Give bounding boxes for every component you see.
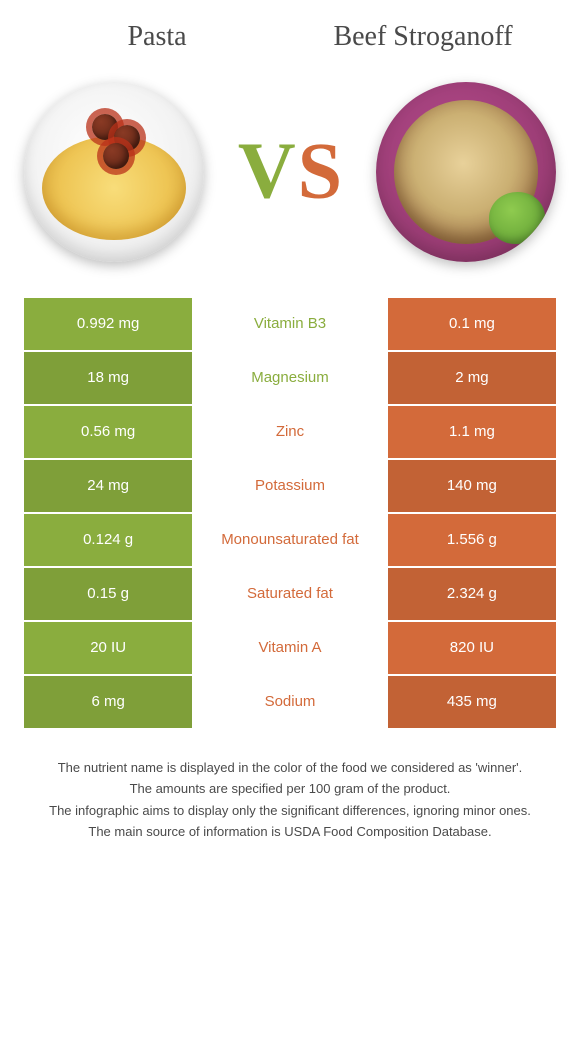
footnote-line: The nutrient name is displayed in the co… bbox=[28, 758, 552, 778]
right-value: 1.556 g bbox=[386, 514, 556, 568]
vs-label: VS bbox=[238, 126, 342, 217]
nutrient-label: Vitamin A bbox=[194, 622, 386, 676]
table-row: 0.56 mgZinc1.1 mg bbox=[24, 406, 556, 460]
nutrient-label: Vitamin B3 bbox=[194, 298, 386, 352]
header: Pasta Beef Stroganoff bbox=[24, 20, 556, 54]
footnote-line: The main source of information is USDA F… bbox=[28, 822, 552, 842]
footnote-line: The infographic aims to display only the… bbox=[28, 801, 552, 821]
left-value: 6 mg bbox=[24, 676, 194, 730]
right-value: 0.1 mg bbox=[386, 298, 556, 352]
table-row: 0.15 gSaturated fat2.324 g bbox=[24, 568, 556, 622]
images-row: VS bbox=[24, 82, 556, 262]
left-value: 0.124 g bbox=[24, 514, 194, 568]
nutrient-label: Zinc bbox=[194, 406, 386, 460]
left-value: 0.56 mg bbox=[24, 406, 194, 460]
nutrient-table: 0.992 mgVitamin B30.1 mg18 mgMagnesium2 … bbox=[24, 298, 556, 730]
left-value: 18 mg bbox=[24, 352, 194, 406]
vs-s: S bbox=[298, 126, 343, 217]
right-value: 435 mg bbox=[386, 676, 556, 730]
table-row: 18 mgMagnesium2 mg bbox=[24, 352, 556, 406]
right-food-title: Beef Stroganoff bbox=[290, 20, 556, 54]
left-value: 0.15 g bbox=[24, 568, 194, 622]
right-value: 820 IU bbox=[386, 622, 556, 676]
table-row: 24 mgPotassium140 mg bbox=[24, 460, 556, 514]
left-value: 0.992 mg bbox=[24, 298, 194, 352]
right-value: 2 mg bbox=[386, 352, 556, 406]
nutrient-label: Sodium bbox=[194, 676, 386, 730]
footnote-line: The amounts are specified per 100 gram o… bbox=[28, 779, 552, 799]
nutrient-label: Potassium bbox=[194, 460, 386, 514]
right-value: 1.1 mg bbox=[386, 406, 556, 460]
left-value: 24 mg bbox=[24, 460, 194, 514]
nutrient-label: Saturated fat bbox=[194, 568, 386, 622]
table-row: 6 mgSodium435 mg bbox=[24, 676, 556, 730]
table-row: 20 IUVitamin A820 IU bbox=[24, 622, 556, 676]
footnotes: The nutrient name is displayed in the co… bbox=[24, 758, 556, 842]
left-food-title: Pasta bbox=[24, 20, 290, 54]
nutrient-label: Magnesium bbox=[194, 352, 386, 406]
infographic-container: Pasta Beef Stroganoff VS 0.992 mgVitamin… bbox=[0, 0, 580, 864]
table-row: 0.992 mgVitamin B30.1 mg bbox=[24, 298, 556, 352]
nutrient-label: Monounsaturated fat bbox=[194, 514, 386, 568]
stroganoff-image bbox=[376, 82, 556, 262]
right-value: 140 mg bbox=[386, 460, 556, 514]
vs-v: V bbox=[238, 126, 296, 217]
pasta-image bbox=[24, 82, 204, 262]
right-value: 2.324 g bbox=[386, 568, 556, 622]
left-value: 20 IU bbox=[24, 622, 194, 676]
table-row: 0.124 gMonounsaturated fat1.556 g bbox=[24, 514, 556, 568]
